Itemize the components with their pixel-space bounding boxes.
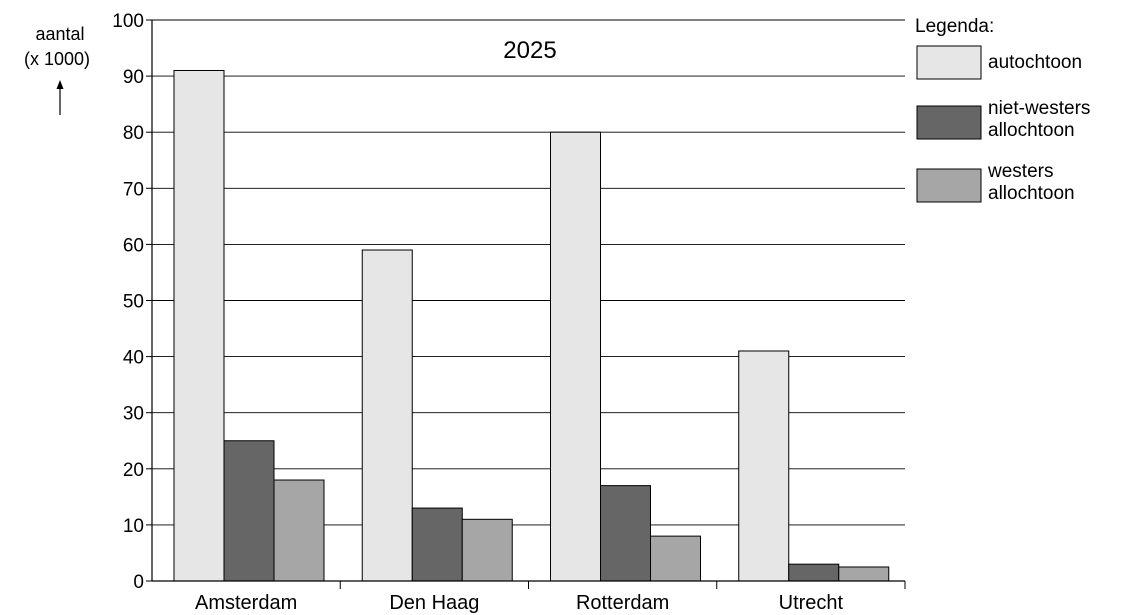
- legend-label-line2: allochtoon: [988, 183, 1075, 204]
- bar-westers-allochtoon: [273, 479, 325, 582]
- y-tick-label: 60: [123, 235, 144, 256]
- y-axis-label-line1: aantal: [35, 24, 84, 44]
- bar-niet-westers-allochtoon: [788, 563, 840, 582]
- bar-autochtoon: [738, 350, 790, 582]
- bar-westers-allochtoon: [838, 566, 890, 582]
- bar-autochtoon: [550, 131, 601, 582]
- legend-label-line1: westers: [987, 161, 1053, 182]
- x-category-label: Rotterdam: [576, 592, 669, 614]
- bar-niet-westers-allochtoon: [600, 485, 651, 582]
- bar-westers-allochtoon: [461, 518, 513, 582]
- legend-label-line1: niet-westers: [988, 98, 1090, 119]
- legend-swatch: [916, 45, 982, 80]
- x-category-label: Den Haag: [389, 592, 479, 614]
- x-category-label: Amsterdam: [195, 592, 297, 614]
- legend-label: autochtoon: [988, 52, 1082, 73]
- y-axis-label-line2: (x 1000): [24, 49, 90, 69]
- bar-westers-allochtoon: [650, 535, 701, 582]
- y-tick-label: 100: [112, 11, 144, 32]
- y-tick-label: 90: [123, 67, 144, 88]
- legend: Legenda: autochtoonniet-westersallochtoo…: [915, 16, 1090, 204]
- bar-autochtoon: [361, 249, 413, 582]
- legend-swatch: [916, 105, 982, 140]
- y-tick-label: 0: [133, 572, 144, 593]
- y-tick-label: 30: [123, 404, 144, 425]
- y-tick-label: 70: [123, 179, 144, 200]
- legend-swatch: [916, 168, 982, 203]
- y-tick-label: 50: [123, 292, 144, 313]
- bar-niet-westers-allochtoon: [223, 440, 275, 582]
- y-axis-arrow-icon: [56, 80, 64, 115]
- bar-autochtoon: [173, 69, 225, 582]
- x-axis: Amsterdam Den Haag Rotterdam Utrecht: [151, 20, 906, 614]
- bars: [173, 69, 890, 582]
- y-tick-label: 20: [123, 460, 144, 481]
- legend-label-line2: allochtoon: [988, 120, 1075, 141]
- bar-niet-westers-allochtoon: [411, 507, 463, 582]
- y-axis-ticks: 0 10 20 30 40 50 60 70 80 90 100: [112, 11, 152, 593]
- chart-title: 2025: [503, 37, 556, 64]
- y-tick-label: 80: [123, 123, 144, 144]
- y-tick-label: 40: [123, 348, 144, 369]
- y-tick-label: 10: [123, 516, 144, 537]
- gridlines: [152, 19, 905, 526]
- legend-title: Legenda:: [915, 16, 994, 37]
- x-category-label: Utrecht: [779, 592, 844, 614]
